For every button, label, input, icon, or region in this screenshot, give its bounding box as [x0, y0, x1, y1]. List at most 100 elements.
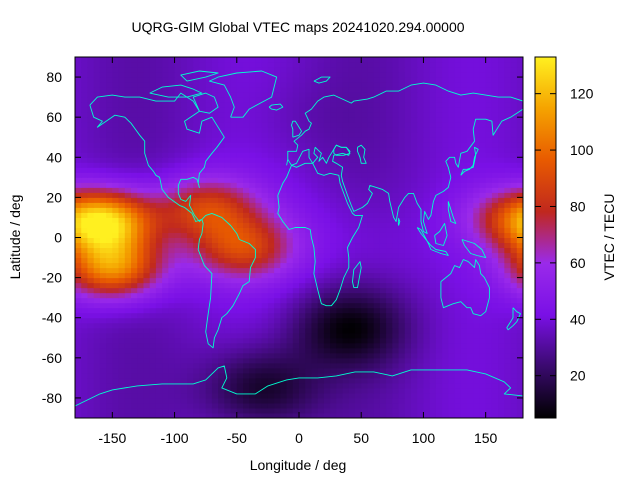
heatmap-cell: [99, 312, 107, 319]
heatmap-cell: [435, 197, 443, 203]
heatmap-cell: [423, 152, 431, 158]
heatmap-cell: [429, 372, 437, 379]
heatmap-cell: [323, 117, 331, 123]
heatmap-cell: [267, 222, 275, 228]
heatmap-cell: [361, 252, 368, 259]
heatmap-cell: [162, 157, 169, 163]
heatmap-cell: [124, 372, 132, 379]
heatmap-cell: [373, 172, 381, 178]
heatmap-cell: [75, 372, 82, 379]
heatmap-cell: [473, 292, 480, 299]
heatmap-cell: [187, 92, 194, 98]
heatmap-cell: [75, 207, 82, 213]
heatmap-cell: [467, 377, 474, 384]
heatmap-cell: [236, 297, 244, 304]
heatmap-cell: [224, 352, 232, 359]
heatmap-cell: [230, 77, 238, 83]
heatmap-cell: [187, 317, 194, 324]
heatmap-cell: [118, 192, 126, 198]
heatmap-cell: [174, 322, 182, 329]
heatmap-cell: [168, 212, 176, 218]
heatmap-cell: [330, 342, 337, 349]
heatmap-cell: [249, 92, 256, 98]
heatmap-cell: [118, 97, 126, 103]
heatmap-cell: [224, 272, 232, 279]
heatmap-cell: [355, 307, 362, 314]
heatmap-cell: [411, 377, 418, 384]
heatmap-cell: [174, 252, 182, 259]
heatmap-cell: [442, 132, 449, 138]
heatmap-cell: [330, 237, 337, 244]
heatmap-cell: [211, 322, 219, 329]
heatmap-cell: [168, 412, 176, 419]
heatmap-cell: [205, 77, 213, 83]
heatmap-cell: [93, 307, 101, 314]
heatmap-cell: [230, 222, 238, 228]
heatmap-cell: [199, 397, 207, 404]
heatmap-cell: [118, 112, 126, 118]
heatmap-cell: [361, 227, 368, 233]
heatmap-cell: [435, 117, 443, 123]
heatmap-cell: [460, 182, 468, 188]
heatmap-cell: [137, 322, 144, 329]
heatmap-cell: [317, 412, 325, 419]
heatmap-cell: [255, 237, 263, 244]
heatmap-cell: [292, 332, 300, 339]
heatmap-cell: [342, 387, 350, 394]
heatmap-cell: [299, 412, 306, 419]
heatmap-cell: [516, 132, 524, 138]
heatmap-cell: [81, 202, 88, 208]
heatmap-cell: [205, 137, 213, 143]
heatmap-cell: [280, 112, 288, 118]
heatmap-cell: [479, 372, 487, 379]
heatmap-cell: [323, 322, 331, 329]
heatmap-cell: [498, 302, 505, 309]
heatmap-cell: [454, 112, 462, 118]
heatmap-cell: [317, 107, 325, 113]
heatmap-cell: [112, 292, 120, 299]
heatmap-cell: [99, 387, 107, 394]
heatmap-cell: [81, 357, 88, 364]
heatmap-cell: [137, 222, 144, 228]
heatmap-cell: [435, 327, 443, 334]
heatmap-cell: [498, 202, 505, 208]
heatmap-cell: [124, 287, 132, 294]
heatmap-cell: [342, 367, 350, 374]
heatmap-cell: [230, 117, 238, 123]
heatmap-cell: [255, 262, 263, 269]
heatmap-cell: [355, 262, 362, 269]
heatmap-cell: [274, 172, 281, 178]
heatmap-cell: [255, 122, 263, 128]
heatmap-cell: [205, 82, 213, 88]
heatmap-cell: [454, 312, 462, 319]
heatmap-cell: [75, 292, 82, 299]
heatmap-cell: [155, 147, 163, 153]
heatmap-cell: [392, 152, 400, 158]
heatmap-cell: [149, 252, 157, 259]
heatmap-cell: [299, 322, 306, 329]
heatmap-cell: [280, 407, 288, 414]
heatmap-cell: [429, 407, 437, 414]
heatmap-cell: [323, 107, 331, 113]
heatmap-cell: [348, 252, 356, 259]
heatmap-cell: [442, 197, 449, 203]
heatmap-cell: [348, 77, 356, 83]
heatmap-cell: [435, 222, 443, 228]
heatmap-cell: [193, 142, 200, 148]
heatmap-cell: [243, 82, 250, 88]
heatmap-cell: [317, 102, 325, 108]
heatmap-cell: [498, 337, 505, 344]
heatmap-cell: [392, 247, 400, 254]
heatmap-cell: [218, 337, 225, 344]
heatmap-cell: [149, 257, 157, 264]
heatmap-cell: [155, 187, 163, 193]
heatmap-cell: [473, 372, 480, 379]
heatmap-cell: [131, 347, 138, 354]
heatmap-cell: [118, 172, 126, 178]
heatmap-cell: [323, 332, 331, 339]
heatmap-cell: [361, 382, 368, 389]
heatmap-cell: [392, 117, 400, 123]
heatmap-cell: [224, 152, 232, 158]
heatmap-cell: [404, 412, 412, 419]
heatmap-cell: [392, 207, 400, 213]
